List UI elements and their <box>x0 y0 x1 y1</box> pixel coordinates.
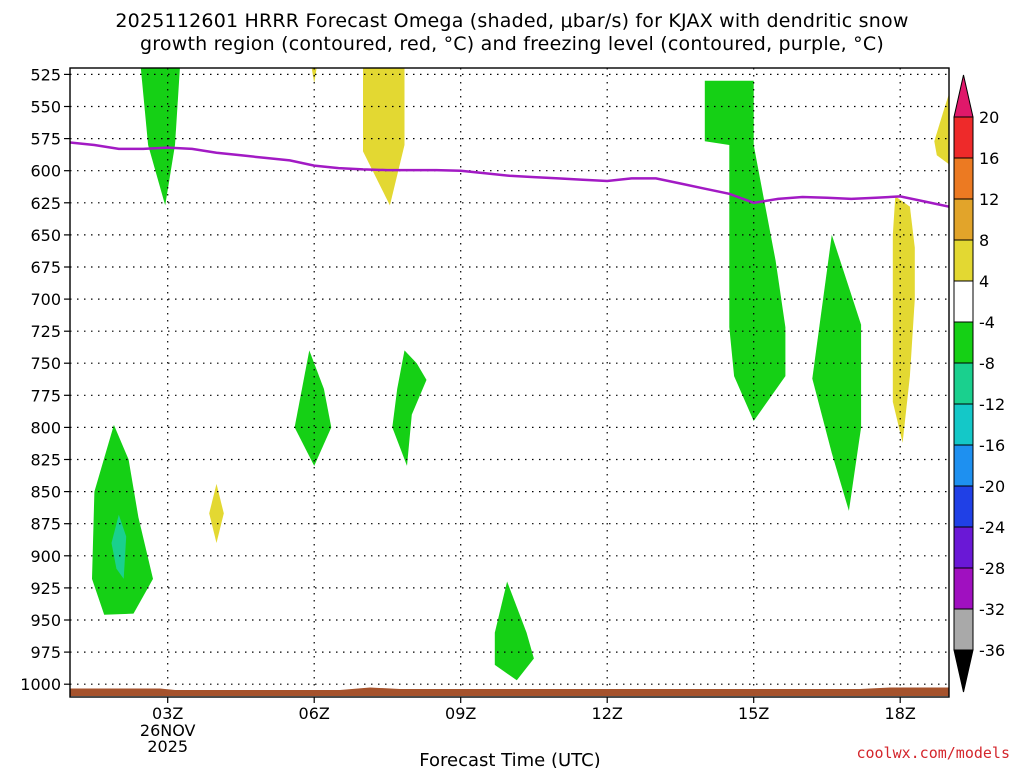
y-tick-label-675: 675 <box>30 258 61 277</box>
colorbar-bin-11 <box>953 567 974 610</box>
colorbar-label-12: -32 <box>979 600 1005 619</box>
chart-title-line-2: growth region (contoured, red, °C) and f… <box>140 33 884 55</box>
x-tick-label-03Z: 03Z <box>152 704 183 723</box>
colorbar-bin-3 <box>953 239 974 282</box>
omega-region-11 <box>892 196 915 443</box>
colorbar-label-1: 16 <box>979 149 999 168</box>
y-tick-label-1000: 1000 <box>20 675 61 694</box>
y-tick-label-875: 875 <box>30 515 61 534</box>
y-axis: 525 550 575 600 625 650 675 700 725 750 775 800 825 8… <box>20 65 70 694</box>
y-tick-label-650: 650 <box>30 226 61 245</box>
colorbar-bin-12 <box>953 608 974 651</box>
omega-region-5 <box>209 483 224 543</box>
chart-title-line-1: 2025112601 HRRR Forecast Omega (shaded, … <box>115 10 909 32</box>
site-credit: coolwx.com/models <box>856 744 1010 762</box>
colorbar-bin-8 <box>953 444 974 487</box>
y-tick-label-600: 600 <box>30 162 61 181</box>
colorbar-label-8: -16 <box>979 436 1005 455</box>
freezing-level-line <box>70 141 949 208</box>
y-tick-label-700: 700 <box>30 290 61 309</box>
y-tick-label-925: 925 <box>30 579 61 598</box>
colorbar-bin-9 <box>953 485 974 528</box>
omega-region-8 <box>494 581 534 681</box>
colorbar-label-7: -12 <box>979 395 1005 414</box>
colorbar-bin-6 <box>953 362 974 405</box>
x-tick-sublabel-03Z-1: 2025 <box>147 737 188 756</box>
omega-region-12 <box>934 93 949 165</box>
omega-region-10 <box>812 234 862 511</box>
colorbar-label-2: 12 <box>979 190 999 209</box>
omega-region-6 <box>294 350 332 466</box>
x-tick-label-15Z: 15Z <box>738 704 769 723</box>
x-tick-label-09Z: 09Z <box>445 704 476 723</box>
colorbar-bin-10 <box>953 526 974 569</box>
y-tick-label-775: 775 <box>30 386 61 405</box>
y-tick-label-725: 725 <box>30 322 61 341</box>
plot-frame <box>69 67 950 698</box>
colorbar-label-11: -28 <box>979 559 1005 578</box>
colorbar-bin-1 <box>953 157 974 200</box>
colorbar-label-10: -24 <box>979 518 1005 537</box>
terrain-band <box>70 687 949 696</box>
colorbar-bin-5 <box>953 321 974 364</box>
colorbar-label-3: 8 <box>979 231 989 250</box>
colorbar-label-5: -4 <box>979 313 995 332</box>
colorbar-bin-2 <box>953 198 974 241</box>
omega-region-0 <box>140 68 180 206</box>
omega-region-7 <box>392 350 427 466</box>
y-tick-label-900: 900 <box>30 547 61 566</box>
y-tick-label-800: 800 <box>30 418 61 437</box>
x-tick-sublabel-03Z-0: 26NOV <box>140 721 196 740</box>
colorbar-label-6: -8 <box>979 354 995 373</box>
colorbar-label-13: -36 <box>979 641 1005 660</box>
x-tick-label-12Z: 12Z <box>592 704 623 723</box>
omega-shaded-regions <box>92 68 949 681</box>
omega-region-9 <box>704 80 786 422</box>
y-tick-label-950: 950 <box>30 611 61 630</box>
colorbar-label-9: -20 <box>979 477 1005 496</box>
colorbar: 20 16 12 8 4 -4 -8 -12 -16 -20 -24 -28 -32 -36 <box>953 74 1005 693</box>
x-tick-label-06Z: 06Z <box>299 704 330 723</box>
colorbar-bottom-arrow <box>953 649 974 693</box>
x-axis-label: Forecast Time (UTC) <box>419 750 600 768</box>
colorbar-top-arrow <box>953 74 974 118</box>
x-tick-label-18Z: 18Z <box>885 704 916 723</box>
y-tick-label-825: 825 <box>30 451 61 470</box>
colorbar-bin-0 <box>953 116 974 159</box>
y-tick-label-550: 550 <box>30 98 61 117</box>
y-tick-label-525: 525 <box>30 65 61 84</box>
colorbar-label-0: 20 <box>979 108 999 127</box>
y-tick-label-850: 850 <box>30 483 61 502</box>
colorbar-label-4: 4 <box>979 272 989 291</box>
y-tick-label-575: 575 <box>30 130 61 149</box>
omega-region-1 <box>92 424 153 615</box>
colorbar-bin-4 <box>953 280 974 323</box>
y-tick-label-750: 750 <box>30 354 61 373</box>
y-tick-label-975: 975 <box>30 643 61 662</box>
omega-region-2 <box>111 514 127 579</box>
colorbar-bin-7 <box>953 403 974 446</box>
y-tick-label-625: 625 <box>30 194 61 213</box>
